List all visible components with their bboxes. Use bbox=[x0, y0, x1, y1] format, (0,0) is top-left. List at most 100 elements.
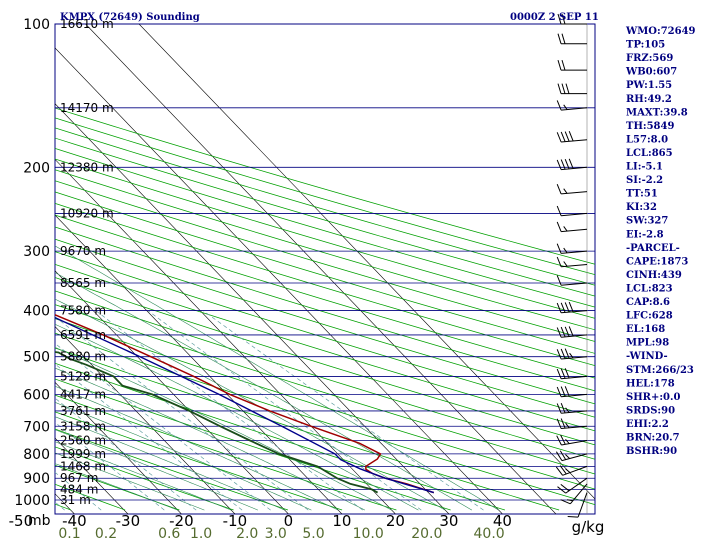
height-label: 7580 m bbox=[60, 304, 106, 318]
dry-adiabat-line bbox=[55, 251, 595, 418]
sounding-index: FRZ:569 bbox=[626, 53, 673, 64]
sounding-time: 0000Z 2 SEP 11 bbox=[510, 12, 599, 23]
x-axis-label: g/kg bbox=[572, 518, 605, 536]
indices-panel: WMO:72649 TP:105 FRZ:569 WB0:607 PW:1.55 RH:4… bbox=[625, 26, 696, 457]
sounding-index: BRN:20.7 bbox=[626, 433, 680, 444]
mixing-ratio-line bbox=[55, 363, 243, 511]
sounding-index: MAXT:39.8 bbox=[626, 107, 688, 118]
sounding-index: STM:266/23 bbox=[626, 365, 694, 376]
pressure-tick-label: 100 bbox=[23, 17, 50, 33]
mixing-ratio-label: 0.6 bbox=[158, 526, 180, 542]
height-label: 5128 m bbox=[60, 369, 106, 383]
moist-adiabat-line bbox=[55, 441, 232, 511]
height-label: 14170 m bbox=[60, 101, 114, 115]
pressure-tick-label: 500 bbox=[23, 350, 50, 366]
wind-barb bbox=[556, 326, 588, 338]
mixing-ratio-label: 0.1 bbox=[58, 526, 80, 542]
dry-adiabat-line bbox=[55, 117, 595, 276]
wind-barb bbox=[556, 184, 588, 195]
sounding-index: MPL:98 bbox=[626, 338, 669, 349]
wind-barb bbox=[556, 386, 588, 398]
moist-adiabat-line bbox=[55, 416, 285, 511]
moist-adiabat-line bbox=[55, 429, 259, 511]
moist-adiabat-line bbox=[55, 347, 392, 511]
dry-adiabat-line bbox=[55, 332, 595, 506]
mixing-ratio-label: 20.0 bbox=[411, 526, 442, 542]
mixing-ratio-line bbox=[55, 421, 165, 511]
dry-adiabat-line bbox=[55, 137, 595, 297]
sounding-index: TP:105 bbox=[626, 40, 665, 51]
dry-adiabat-line bbox=[55, 226, 595, 392]
dry-adiabat-line bbox=[55, 148, 595, 308]
height-label: 9670 m bbox=[60, 244, 106, 258]
dry-adiabat-line bbox=[55, 277, 595, 446]
mixing-ratio-line bbox=[55, 342, 271, 511]
height-label: 16610 m bbox=[60, 17, 114, 31]
grid-lines bbox=[55, 24, 595, 514]
sounding-index: LCL:823 bbox=[626, 283, 673, 294]
sounding-index: EL:168 bbox=[626, 324, 665, 335]
height-label: 1468 m bbox=[60, 459, 106, 473]
sounding-profiles bbox=[55, 313, 435, 494]
isotherm-line bbox=[85, 24, 557, 514]
sounding-index: -WIND- bbox=[626, 351, 668, 362]
pressure-tick-label: 400 bbox=[23, 304, 50, 320]
pressure-unit-label: mb bbox=[28, 513, 51, 529]
parcel-profile bbox=[55, 316, 434, 494]
mixing-ratio-line bbox=[55, 397, 197, 511]
wind-barb bbox=[556, 434, 588, 446]
wind-barb bbox=[556, 221, 588, 233]
wind-barb bbox=[557, 13, 587, 25]
pressure-tick-label: 200 bbox=[23, 160, 50, 176]
temperature-tick-label: 10 bbox=[332, 512, 351, 530]
sounding-index: LFC:628 bbox=[626, 311, 673, 322]
dry-adiabat-line bbox=[55, 264, 595, 432]
sounding-index: CINH:439 bbox=[626, 270, 682, 281]
mixing-ratio-label: 3.0 bbox=[265, 526, 287, 542]
isotherm-line bbox=[138, 24, 595, 500]
mixing-ratio-line bbox=[55, 316, 309, 511]
dry-adiabat-line bbox=[55, 214, 595, 379]
pressure-tick-label: 1000 bbox=[14, 493, 50, 509]
station-title: KMPX (72649) Sounding bbox=[60, 12, 200, 23]
pressure-tick-label: 900 bbox=[23, 471, 50, 487]
mixing-ratio-line bbox=[95, 310, 364, 511]
height-label: 10920 m bbox=[60, 206, 114, 220]
wind-barb bbox=[556, 205, 588, 217]
wind-barb bbox=[556, 243, 588, 254]
height-label: 4417 m bbox=[60, 387, 106, 401]
temperature-tick-label: 40 bbox=[493, 512, 512, 530]
dry-adiabat-line bbox=[55, 378, 451, 511]
sounding-index: RH:49.2 bbox=[626, 94, 672, 105]
dewpoint-profile bbox=[55, 351, 379, 494]
moist-adiabat-line bbox=[55, 402, 312, 511]
temperature-profile bbox=[55, 313, 435, 494]
mixing-ratio-line bbox=[147, 310, 422, 511]
temperature-tick-label: -50 bbox=[9, 512, 34, 530]
wind-barb bbox=[556, 100, 588, 111]
wind-barb bbox=[557, 33, 587, 45]
temperature-tick-label: -10 bbox=[223, 512, 248, 530]
dry-adiabat-line bbox=[55, 238, 595, 405]
mixing-ratio-label: 2.0 bbox=[236, 526, 258, 542]
isotherm-line bbox=[55, 326, 236, 514]
sounding-index: L57:8.0 bbox=[626, 134, 668, 145]
wind-barb bbox=[556, 418, 588, 429]
dry-adiabat-line bbox=[55, 191, 595, 354]
dry-adiabat-line bbox=[55, 158, 595, 319]
wind-barb bbox=[556, 256, 588, 268]
wind-barb bbox=[557, 477, 588, 494]
mixing-ratio-line bbox=[202, 310, 484, 511]
mixing-ratio-label: 1.0 bbox=[190, 526, 212, 542]
height-label: 31 m bbox=[60, 493, 91, 507]
moist-adiabat-line bbox=[55, 323, 419, 511]
dry-adiabat-line bbox=[55, 411, 343, 511]
moist-adiabat-line bbox=[55, 245, 499, 511]
isotherm-line bbox=[55, 158, 396, 514]
height-label: 484 m bbox=[60, 482, 98, 496]
dry-adiabat-line bbox=[55, 202, 595, 367]
